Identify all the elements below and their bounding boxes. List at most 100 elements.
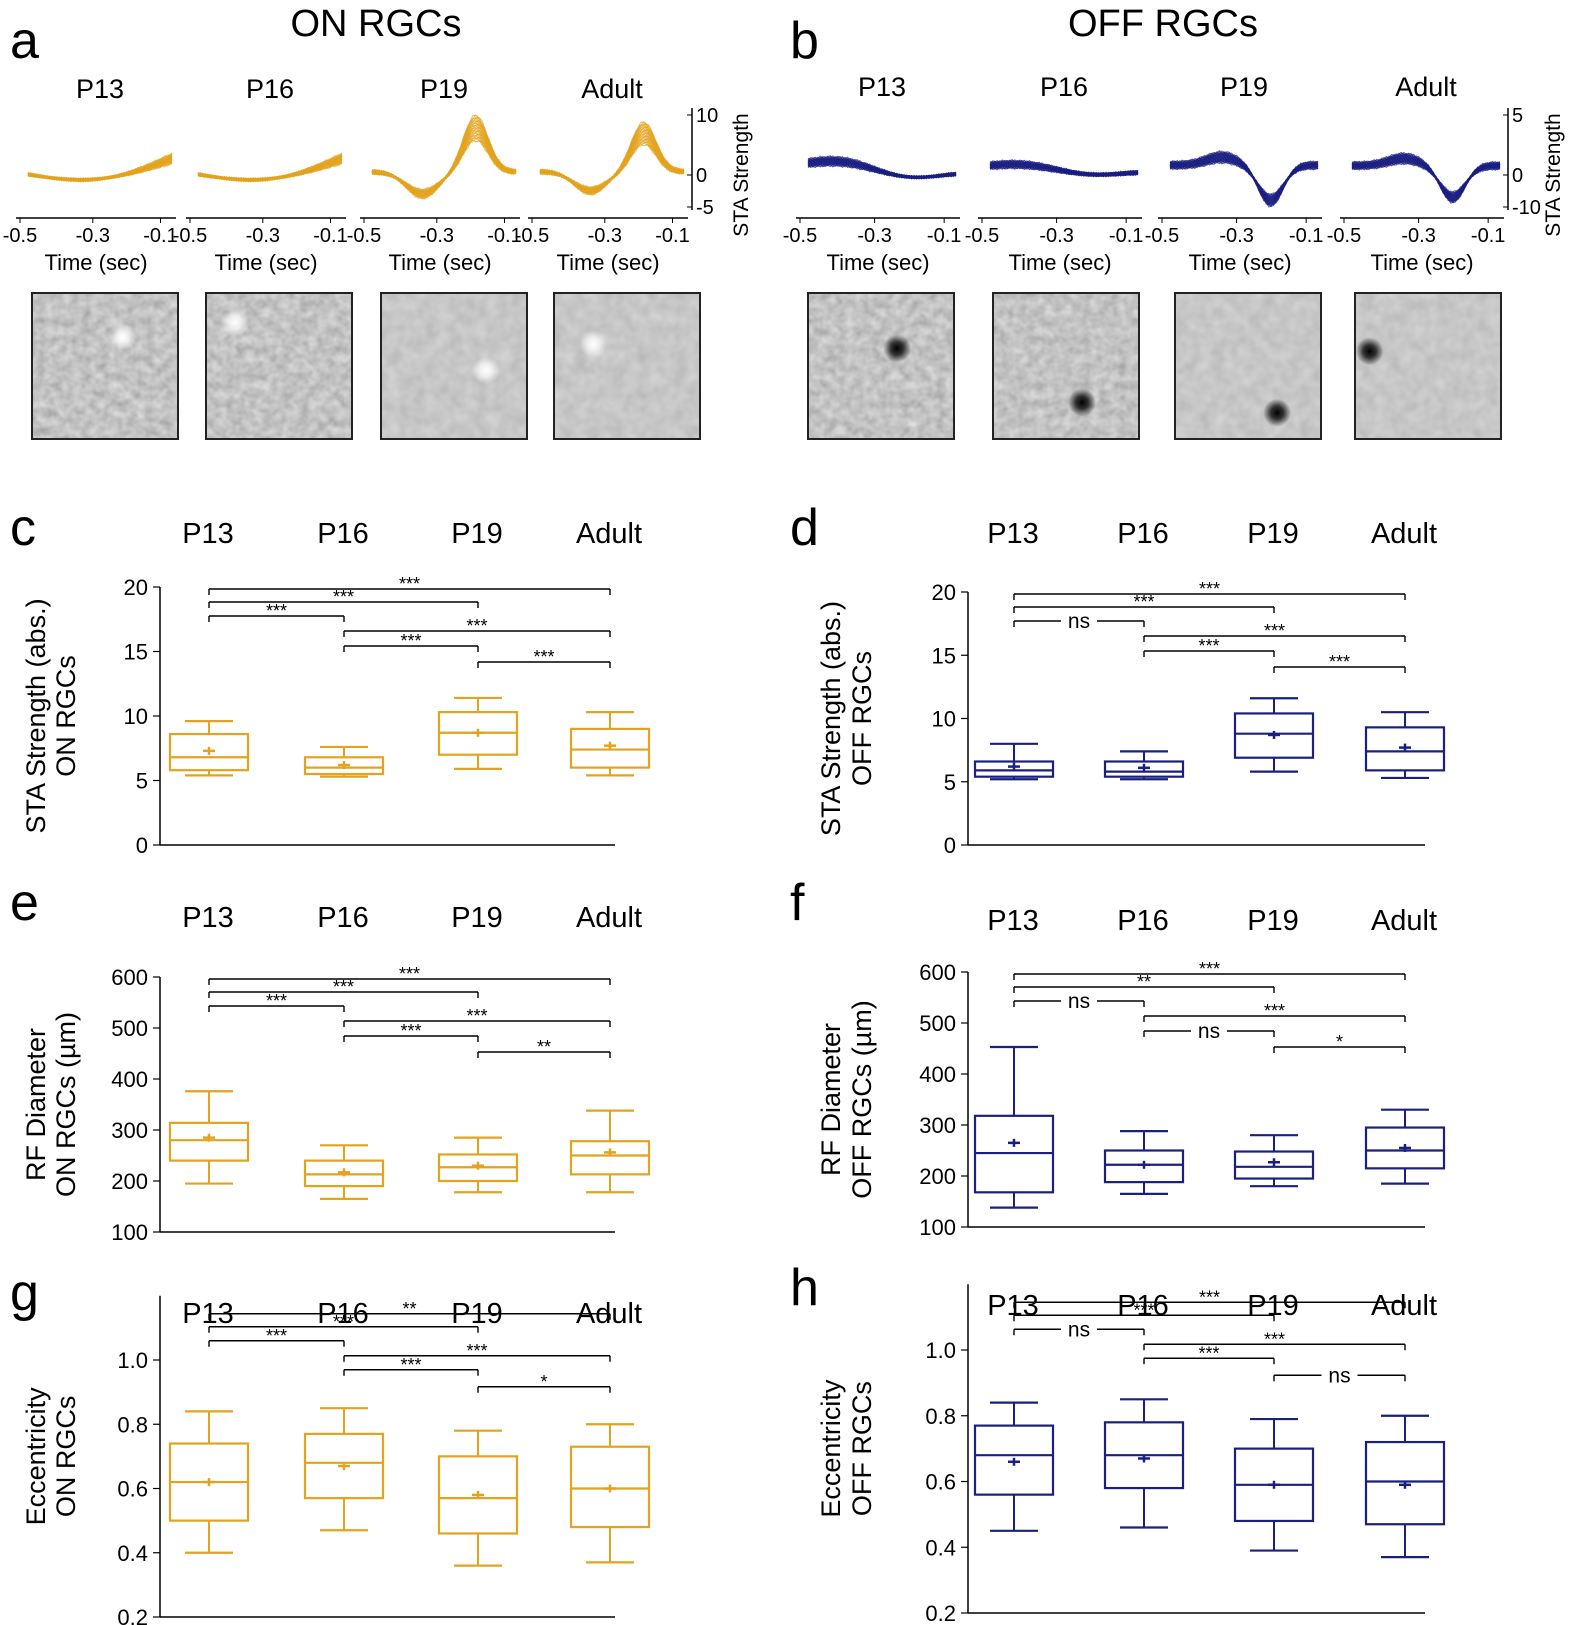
significance-label: *** [1133,1300,1154,1320]
box-p13 [973,1045,1055,1209]
sta-traces-layer: P13 -0.5 -0.3 -0.1 Time (sec) P16 -0.5 -0.3 -0.1… [3,72,1565,275]
box-p16 [1103,1398,1185,1529]
category-label: P16 [1117,905,1169,937]
significance-brackets: *** *** ns *** *** *** [1013,579,1406,673]
bracket-0-1: *** [208,601,345,622]
bracket-0-3: *** [208,964,611,985]
box-iqr [1364,1440,1446,1526]
box-iqr [303,756,385,776]
sta-x-tick-label: -0.5 [965,225,999,247]
rf-spot [1355,337,1384,366]
sta-trace [807,155,957,180]
bracket-1-3: *** [1143,1001,1406,1022]
rf-noise-background [32,293,178,439]
category-label: P16 [317,518,369,550]
rf-noise-background [554,293,700,439]
bracket-0-2: *** [208,587,479,608]
bracket-0-2: *** [1013,592,1275,613]
significance-label: *** [1264,1329,1285,1349]
rf-image-on-adult [553,292,701,440]
significance-label: ns [1068,1318,1090,1341]
box-iqr [569,1140,651,1176]
bracket-2-3: *** [477,647,611,668]
category-label: P13 [987,905,1039,937]
bracket-1-3: *** [343,1341,611,1362]
sta-x-axis-label: Time (sec) [556,250,659,275]
significance-brackets: *****ns ***ns * [1013,959,1406,1053]
sta-x-axis-label: Time (sec) [1370,250,1473,275]
bracket-0-1: ns [1013,1318,1145,1341]
significance-label: *** [266,1326,287,1346]
rf-noise-background [1355,293,1501,439]
bracket-0-1: ns [1013,610,1145,633]
box-p16 [303,1407,385,1532]
sta-x-tick-label: -0.5 [3,225,37,247]
category-label: P13 [182,518,234,550]
receptive-field-images-layer [31,292,1502,440]
title-off-rgcs: OFF RGCs [1068,3,1258,45]
rf-image-off-p16 [992,292,1140,440]
rf-spot [579,330,608,359]
box-iqr [973,760,1055,778]
y-tick-label: 300 [919,1113,956,1138]
significance-label: *** [1199,1287,1220,1307]
bracket-0-3: *** [1013,959,1406,980]
panel-letter-e: e [10,874,39,932]
rf-image-off-p13 [807,292,955,440]
sta-trace [989,159,1139,177]
panel-letter-g: g [10,1264,39,1322]
category-label: P16 [1117,518,1169,550]
y-tick-label: 0.6 [117,1477,148,1502]
bracket-0-1: *** [208,1326,345,1347]
significance-label: *** [400,1355,421,1375]
sta-y-tick-label: 5 [1512,105,1523,127]
box-iqr [1103,760,1185,778]
panel-letter-f: f [790,874,805,932]
sta-x-tick-label: -0.1 [1289,225,1323,247]
sta-x-tick-label: -0.3 [246,225,280,247]
category-label: Adult [576,902,642,934]
panel-letter-b: b [790,12,819,70]
sta-group-label: P19 [420,74,468,104]
box-iqr [1364,1126,1446,1170]
panel-letter-a: a [10,12,39,70]
sta-trace [539,121,685,196]
bracket-0-2: *** [1013,1300,1275,1322]
category-label: P19 [451,902,503,934]
significance-label: *** [399,574,420,594]
rf-noise-background [993,293,1139,439]
sta-x-tick-label: -0.3 [76,225,110,247]
significance-label: * [1336,1032,1343,1052]
rf-spot [221,308,250,337]
sta-trace [197,152,343,183]
sta-group-label: Adult [581,74,643,104]
category-label: P19 [1247,1290,1299,1322]
bracket-0-2: *** [208,1312,479,1333]
significance-label: *** [1264,621,1285,641]
sta-x-tick-label: -0.3 [857,225,891,247]
sta-x-axis-label: Time (sec) [1008,250,1111,275]
significance-label: *** [399,964,420,984]
sta-x-axis-label: Time (sec) [388,250,491,275]
box-iqr [973,1424,1055,1496]
sta-x-tick-label: -0.5 [1327,225,1361,247]
significance-brackets: *** *** ns *** *** ns [1013,1287,1406,1387]
sta-group-label: P13 [76,74,124,104]
y-tick-label: 400 [919,1062,956,1087]
box-chart-g: P13 P16 P19 Adult0.20.40.60.81.0Eccentricit… [21,1295,651,1625]
box-p19 [437,1429,519,1567]
category-label: P13 [182,902,234,934]
sta-trace [807,155,957,180]
rf-image-on-p16 [205,292,353,440]
bracket-0-2: ** [1013,972,1275,993]
significance-label: ns [1068,990,1090,1013]
bracket-0-1: *** [208,991,345,1012]
sta-x-tick-label: -0.3 [1039,225,1073,247]
sta-y-tick-label: -10 [1512,197,1541,219]
bracket-1-2: ns [1143,1020,1275,1043]
y-tick-label: 0.4 [925,1535,956,1560]
y-tick-label: 0.8 [925,1404,956,1429]
box-iqr [1103,1149,1185,1184]
y-axis-label: ON RGCs [51,1396,81,1518]
significance-label: ns [1198,1020,1220,1043]
